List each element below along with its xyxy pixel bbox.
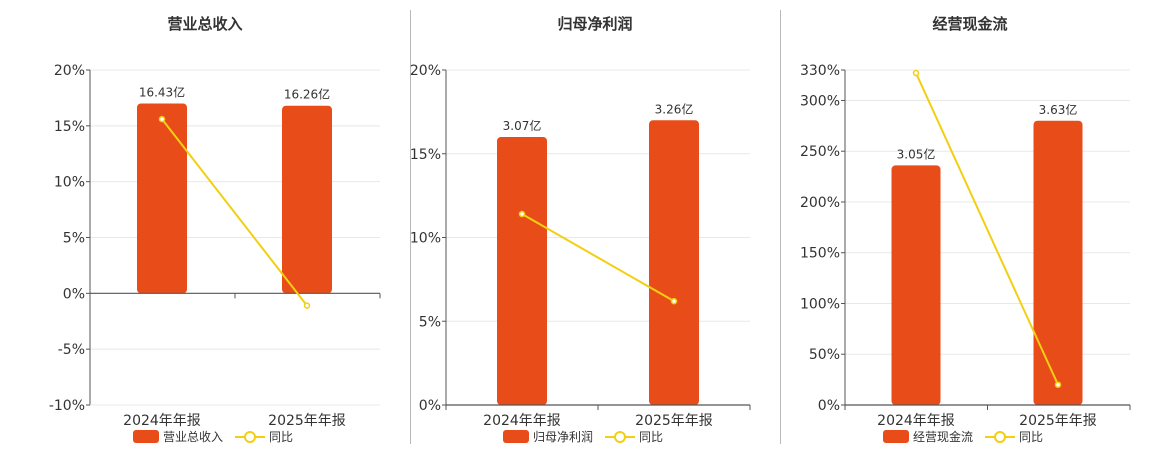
yoy-line [161, 118, 308, 307]
yoy-point [303, 302, 311, 309]
bar-value-label: 3.63亿 [1039, 102, 1078, 117]
panel-divider [410, 10, 411, 444]
legend-line-swatch [985, 430, 1016, 443]
legend-bar-swatch [883, 429, 909, 443]
y-tick-label: 0% [63, 286, 85, 302]
y-tick-label: -5% [58, 342, 85, 358]
chart-plot: 20% 15% 10% 5% 0% 3.07亿 3.26亿 2024年年报 2025年年报 [410, 63, 751, 429]
y-tick-label: 0% [419, 398, 441, 414]
y-tick-label: 5% [63, 231, 85, 247]
y-tick-label: 20% [410, 63, 441, 79]
y-tick-label: -10% [49, 398, 85, 414]
legend-line-swatch [605, 430, 636, 443]
legend-bar-swatch [133, 429, 159, 443]
y-tick-label: 330% [800, 63, 840, 79]
chart-title: 经营现金流 [932, 15, 1008, 33]
chart-title: 归母净利润 [557, 15, 633, 33]
bar [891, 165, 941, 405]
y-tick-label: 20% [54, 63, 85, 79]
bar [137, 103, 187, 294]
yoy-point [670, 297, 678, 305]
yoy-line [521, 213, 675, 303]
bar [649, 120, 699, 405]
bar-value-label: 3.26亿 [655, 101, 694, 116]
legend-bar-swatch [503, 429, 529, 443]
bar [282, 105, 332, 294]
y-tick-label: 50% [809, 347, 840, 363]
yoy-point [912, 69, 920, 77]
yoy-point [518, 210, 526, 218]
x-category-label: 2024年年报 [483, 413, 561, 429]
y-tick-label: 300% [800, 93, 840, 109]
x-category-label: 2025年年报 [635, 413, 713, 429]
bar-value-label: 16.26亿 [284, 87, 330, 102]
legend-line-label: 同比 [639, 429, 664, 444]
chart-plot: 20% 15% 10% 5% 0% -5% -10% 16.43亿 16.26亿 2024年年报 2… [49, 63, 381, 429]
legend-line-label: 同比 [1019, 429, 1044, 444]
legend-bar-label: 经营现金流 [913, 429, 974, 444]
chart-title: 营业总收入 [167, 15, 243, 33]
chart-panel-revenue: 营业总收入 20% 15% 10% 5% 0% -5% -10% 16.43亿 16.26亿 20… [0, 0, 410, 450]
yoy-point [1054, 381, 1062, 388]
legend-line-label: 同比 [269, 429, 294, 444]
chart-panel-net-profit: 归母净利润 20% 15% 10% 5% 0% 3.07亿 3.26亿 2024年年报 2025… [410, 15, 751, 445]
x-category-label: 2025年年报 [1019, 413, 1097, 429]
legend-line-swatch [235, 430, 266, 443]
y-tick-label: 10% [54, 175, 85, 191]
x-category-label: 2024年年报 [877, 413, 955, 429]
panel-divider [780, 10, 781, 444]
y-tick-label: 100% [800, 296, 840, 312]
x-category-label: 2025年年报 [268, 413, 346, 429]
y-tick-label: 250% [800, 144, 840, 160]
bar [1033, 120, 1083, 406]
y-tick-label: 200% [800, 195, 840, 211]
yoy-point [158, 115, 166, 123]
bar-value-label: 3.07亿 [503, 118, 542, 133]
bar [497, 137, 547, 405]
legend: 经营现金流 同比 [883, 427, 1043, 445]
bar-value-label: 3.05亿 [897, 146, 936, 161]
x-category-label: 2024年年报 [123, 413, 201, 429]
yoy-line [915, 72, 1059, 386]
y-tick-label: 0% [818, 398, 840, 414]
legend-bar-label: 归母净利润 [533, 429, 594, 444]
y-tick-label: 150% [800, 246, 840, 262]
legend-bar-label: 营业总收入 [163, 429, 224, 444]
y-tick-label: 15% [410, 147, 441, 163]
y-tick-label: 5% [419, 314, 441, 330]
legend: 归母净利润 同比 [503, 427, 663, 445]
legend: 营业总收入 同比 [133, 427, 293, 445]
y-tick-label: 10% [410, 231, 441, 247]
y-tick-label: 15% [54, 119, 85, 135]
bar-value-label: 16.43亿 [139, 85, 185, 100]
